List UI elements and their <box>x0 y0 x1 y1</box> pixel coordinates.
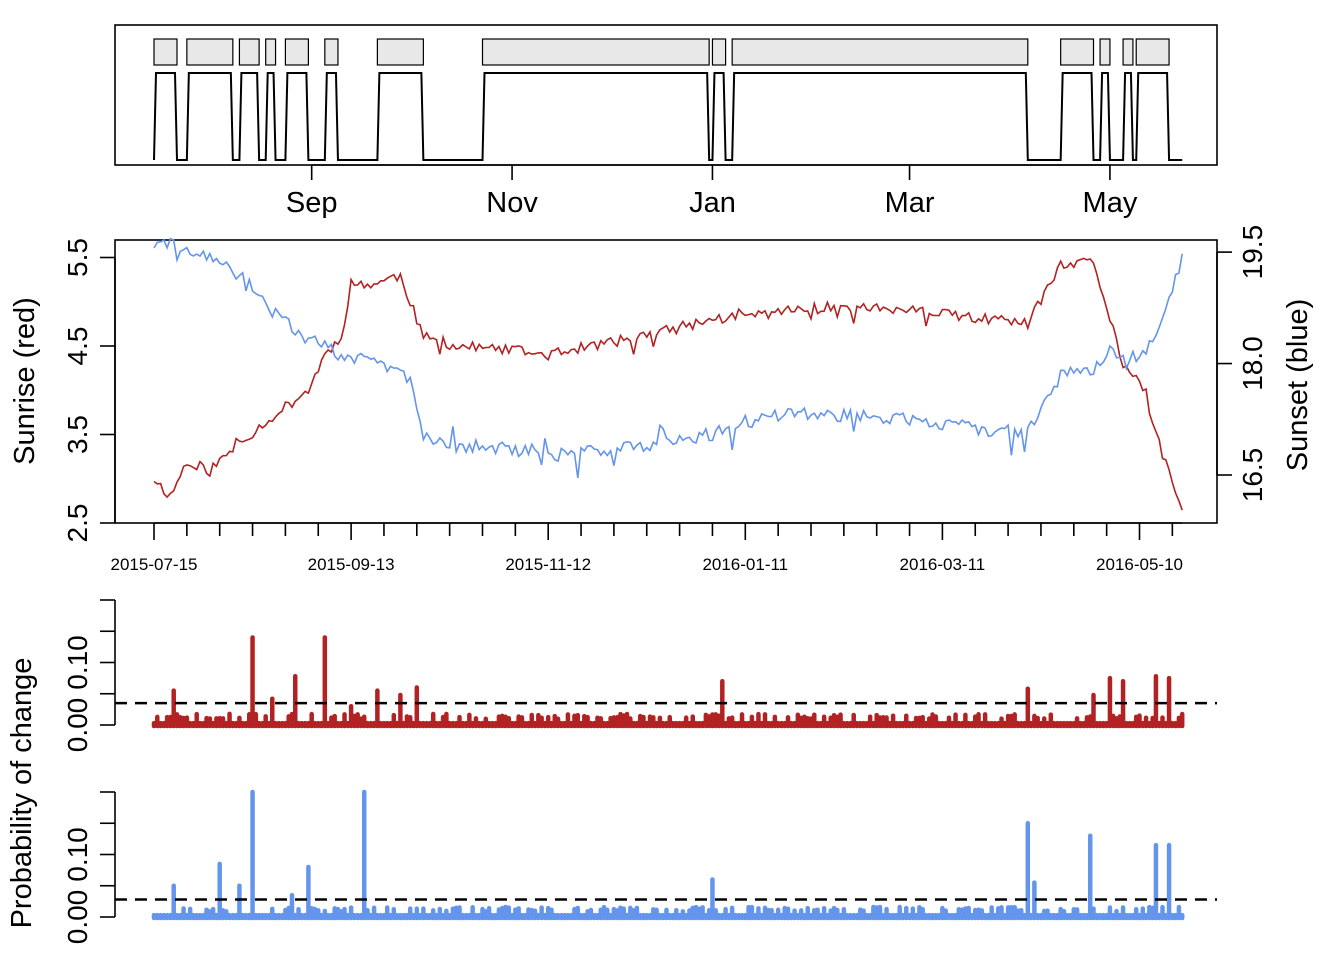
y-tick-label: 4.5 <box>62 327 93 366</box>
state-segment-box <box>1060 38 1095 66</box>
y-tick-label: 0.00 <box>62 890 93 945</box>
x-tick-label: May <box>1083 187 1138 219</box>
state-segment-box <box>481 38 710 66</box>
state-segment-box <box>1099 38 1111 66</box>
sunrise-probability-y-axis: 0.00 0.10 <box>62 599 116 753</box>
state-line <box>153 72 1183 161</box>
state-segment-box <box>376 38 424 66</box>
state-segment-box <box>186 38 234 66</box>
y-tick-label: 18.0 <box>1237 336 1268 391</box>
y-tick-label: 16.5 <box>1237 448 1268 503</box>
y-tick-label: 5.5 <box>62 238 93 277</box>
probability-y-axis-label: Probability of change <box>6 658 38 929</box>
state-segment-box <box>153 38 178 66</box>
x-tick-label: 2015-07-15 <box>111 555 198 574</box>
x-tick-label: Jan <box>689 187 736 219</box>
y-tick-label: 0.10 <box>62 635 93 690</box>
sunrise-sunset-panel: 2015-07-15 2015-09-13 2015-11-12 2016-01-11… <box>9 225 1314 574</box>
y-tick-label: 3.5 <box>62 415 93 454</box>
x-tick-label: Mar <box>885 187 935 219</box>
state-segment-box <box>265 38 277 66</box>
state-segment-box <box>1122 38 1134 66</box>
y-tick-label: 19.5 <box>1237 225 1268 280</box>
sunrise-y-axis-label: Sunrise (red) <box>9 297 41 465</box>
state-segment-box <box>711 38 727 66</box>
sunset-change-probability-panel: 0.00 0.10 <box>62 789 1217 945</box>
sunrise-y-axis: 2.5 3.5 4.5 5.5 <box>62 238 116 543</box>
sunrise-change-probability-panel: 0.00 0.10 <box>62 599 1217 753</box>
state-timeline-x-axis: Sep Nov Jan Mar May <box>286 164 1138 219</box>
x-tick-label: 2016-01-11 <box>702 555 788 574</box>
state-timeline-panel: Sep Nov Jan Mar May <box>114 24 1218 219</box>
sunset-y-axis-label: Sunset (blue) <box>1282 299 1314 472</box>
x-tick-label: 2015-09-13 <box>308 555 395 574</box>
x-tick-label: 2016-03-11 <box>900 555 986 574</box>
state-segment-box <box>284 38 309 66</box>
sunset-y-axis: 16.5 18.0 19.5 <box>1216 225 1268 503</box>
state-segment-box <box>238 38 260 66</box>
sunrise-series-line <box>153 257 1183 511</box>
sunset-series-line <box>153 237 1183 479</box>
state-segment-box <box>324 38 339 66</box>
x-tick-label: 2016-05-10 <box>1096 555 1183 574</box>
state-segment-box <box>731 38 1029 66</box>
y-tick-label: 0.00 <box>62 698 93 753</box>
x-tick-label: 2015-11-12 <box>505 555 591 574</box>
y-tick-label: 2.5 <box>62 504 93 543</box>
sunset-probability-y-axis: 0.00 0.10 <box>62 791 116 945</box>
x-tick-label: Nov <box>486 187 538 219</box>
sunrise-sunset-x-axis: 2015-07-15 2015-09-13 2015-11-12 2016-01-11… <box>111 522 1183 574</box>
y-tick-label: 0.10 <box>62 827 93 882</box>
x-tick-label: Sep <box>286 187 338 219</box>
state-segment-box <box>1135 38 1170 66</box>
